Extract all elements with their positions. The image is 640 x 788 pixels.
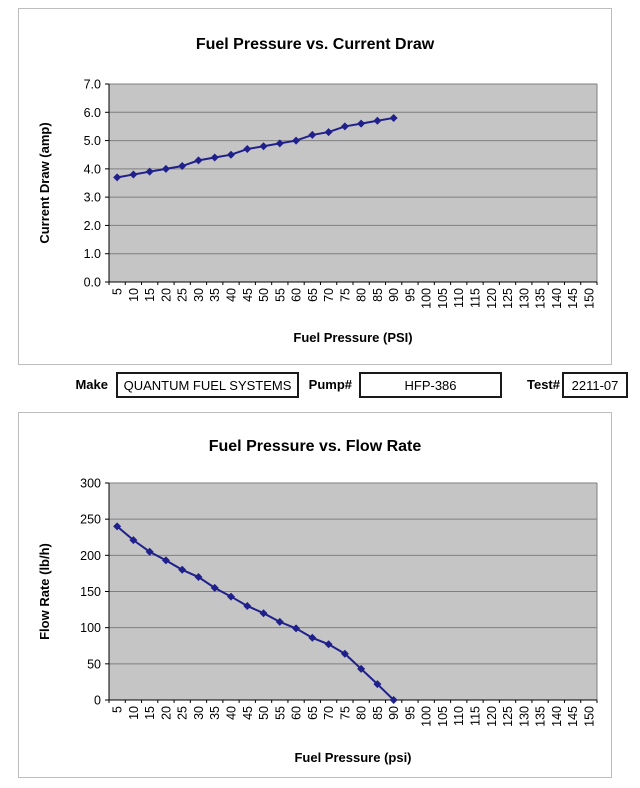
svg-text:65: 65 xyxy=(306,706,320,720)
svg-text:5: 5 xyxy=(111,706,125,713)
svg-text:60: 60 xyxy=(290,288,304,302)
svg-text:Fuel Pressure vs. Flow Rate: Fuel Pressure vs. Flow Rate xyxy=(209,438,422,455)
make-field[interactable]: QUANTUM FUEL SYSTEMS xyxy=(116,372,299,398)
svg-text:140: 140 xyxy=(550,706,564,727)
pump-number-field[interactable]: HFP-386 xyxy=(359,372,502,398)
svg-text:110: 110 xyxy=(452,706,466,726)
svg-text:Fuel Pressure (PSI): Fuel Pressure (PSI) xyxy=(293,330,412,345)
svg-text:60: 60 xyxy=(290,706,304,720)
current-draw-chart: 0.0 1.0 2.0 3.0 4.0 5.0 6.0 7.0 5 10 15 20 25 30 35 40 4… xyxy=(37,36,598,345)
svg-text:50: 50 xyxy=(257,706,271,720)
svg-text:30: 30 xyxy=(192,706,206,720)
svg-text:70: 70 xyxy=(322,288,336,302)
test-number-label: Test# xyxy=(527,377,560,392)
svg-text:Current Draw (amp): Current Draw (amp) xyxy=(37,122,52,243)
svg-text:100: 100 xyxy=(420,288,434,309)
svg-text:55: 55 xyxy=(273,706,287,720)
svg-text:4.0: 4.0 xyxy=(84,162,101,176)
svg-text:0.0: 0.0 xyxy=(84,276,101,290)
svg-text:115: 115 xyxy=(469,706,483,726)
svg-text:90: 90 xyxy=(387,706,401,720)
current-draw-chart-box: 0.0 1.0 2.0 3.0 4.0 5.0 6.0 7.0 5 10 15 20 25 30 35 40 4… xyxy=(18,8,612,365)
svg-text:85: 85 xyxy=(371,288,385,302)
svg-text:85: 85 xyxy=(371,706,385,720)
svg-text:135: 135 xyxy=(534,288,548,309)
svg-text:115: 115 xyxy=(469,288,483,308)
svg-text:25: 25 xyxy=(176,288,190,302)
svg-text:50: 50 xyxy=(87,657,101,671)
svg-text:100: 100 xyxy=(420,706,434,727)
svg-text:1.0: 1.0 xyxy=(84,247,101,261)
svg-text:20: 20 xyxy=(159,288,173,302)
svg-text:40: 40 xyxy=(225,706,239,720)
svg-text:Fuel Pressure (psi): Fuel Pressure (psi) xyxy=(294,750,411,765)
svg-text:105: 105 xyxy=(436,706,450,727)
svg-text:50: 50 xyxy=(257,288,271,302)
svg-text:30: 30 xyxy=(192,288,206,302)
svg-text:35: 35 xyxy=(208,288,222,302)
svg-text:25: 25 xyxy=(176,706,190,720)
svg-text:40: 40 xyxy=(225,288,239,302)
svg-text:95: 95 xyxy=(403,288,417,302)
svg-text:35: 35 xyxy=(208,706,222,720)
svg-text:150: 150 xyxy=(80,585,101,599)
svg-text:7.0: 7.0 xyxy=(84,78,101,92)
svg-text:150: 150 xyxy=(582,706,596,727)
svg-text:80: 80 xyxy=(355,706,369,720)
svg-text:20: 20 xyxy=(159,706,173,720)
svg-text:Fuel Pressure vs. Current Draw: Fuel Pressure vs. Current Draw xyxy=(196,36,435,53)
svg-text:130: 130 xyxy=(517,706,531,727)
svg-text:5: 5 xyxy=(111,288,125,295)
svg-text:145: 145 xyxy=(566,706,580,727)
svg-text:95: 95 xyxy=(403,706,417,720)
svg-text:0: 0 xyxy=(94,694,101,708)
flow-rate-chart-box: 0 50 100 150 200 250 300 5 10 15 20 25 30 35 40 45 50 55 6… xyxy=(18,412,612,778)
svg-text:200: 200 xyxy=(80,549,101,563)
svg-text:125: 125 xyxy=(501,288,515,309)
svg-text:300: 300 xyxy=(80,477,101,491)
svg-text:2.0: 2.0 xyxy=(84,219,101,233)
svg-text:55: 55 xyxy=(273,288,287,302)
svg-text:45: 45 xyxy=(241,706,255,720)
svg-text:10: 10 xyxy=(127,706,141,720)
svg-text:150: 150 xyxy=(582,288,596,309)
svg-text:80: 80 xyxy=(355,288,369,302)
svg-text:6.0: 6.0 xyxy=(84,106,101,120)
svg-text:125: 125 xyxy=(501,706,515,727)
svg-text:120: 120 xyxy=(485,706,499,727)
make-label: Make xyxy=(75,377,108,392)
svg-text:45: 45 xyxy=(241,288,255,302)
svg-text:75: 75 xyxy=(338,288,352,302)
svg-text:15: 15 xyxy=(143,706,157,720)
pump-test-form-row: Make QUANTUM FUEL SYSTEMS Pump# HFP-386 … xyxy=(0,372,640,398)
svg-text:135: 135 xyxy=(534,706,548,727)
svg-text:120: 120 xyxy=(485,288,499,309)
test-number-field[interactable]: 2211-07 xyxy=(562,372,628,398)
svg-text:75: 75 xyxy=(338,706,352,720)
svg-text:145: 145 xyxy=(566,288,580,309)
pump-number-label: Pump# xyxy=(308,377,352,392)
svg-text:105: 105 xyxy=(436,288,450,309)
svg-text:250: 250 xyxy=(80,513,101,527)
svg-text:130: 130 xyxy=(517,288,531,309)
svg-text:90: 90 xyxy=(387,288,401,302)
svg-text:65: 65 xyxy=(306,288,320,302)
svg-text:110: 110 xyxy=(452,288,466,308)
svg-text:100: 100 xyxy=(80,621,101,635)
svg-text:10: 10 xyxy=(127,288,141,302)
svg-text:15: 15 xyxy=(143,288,157,302)
svg-text:5.0: 5.0 xyxy=(84,134,101,148)
svg-text:140: 140 xyxy=(550,288,564,309)
svg-text:Flow Rate (lb/h): Flow Rate (lb/h) xyxy=(37,543,52,640)
svg-text:70: 70 xyxy=(322,706,336,720)
svg-text:3.0: 3.0 xyxy=(84,191,101,205)
